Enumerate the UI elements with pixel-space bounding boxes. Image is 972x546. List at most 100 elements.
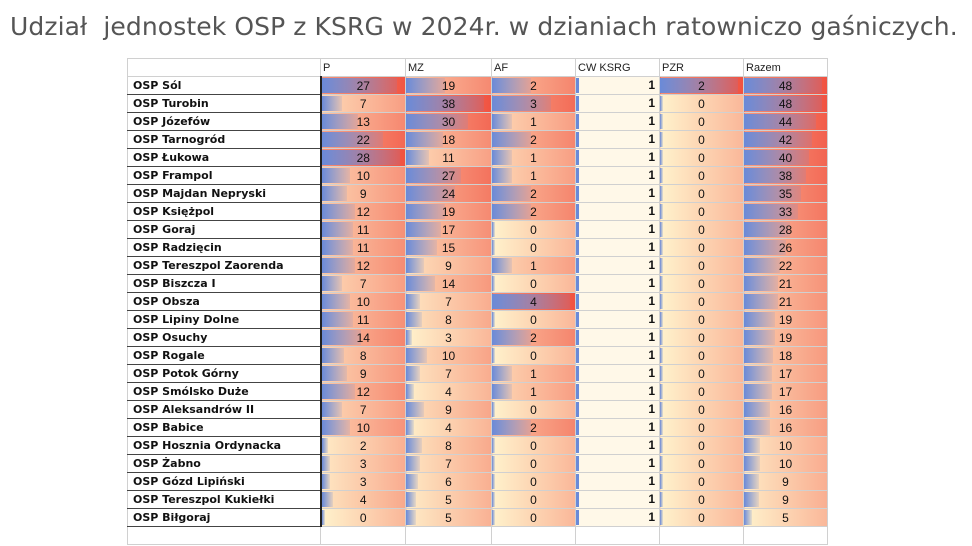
cell-razem: 48 (743, 94, 828, 113)
data-bar (576, 384, 579, 399)
table-row: OSP Gózd Lipiński 3 6 0 1 0 9 (127, 472, 828, 491)
data-bar (321, 438, 328, 453)
cell-value: 21 (778, 294, 793, 309)
cell-pzr: 0 (659, 436, 744, 455)
cell-mz: 3 (405, 328, 492, 347)
data-bar (744, 150, 809, 165)
cell-pzr: 0 (659, 202, 744, 221)
table-row: OSP Aleksandrów II 7 9 0 1 0 16 (127, 400, 828, 419)
data-bar (321, 420, 350, 435)
cell-value: 38 (778, 168, 793, 183)
cell-value: 1 (648, 96, 655, 110)
data-bar (492, 438, 495, 453)
data-bar (406, 240, 437, 255)
cell-af: 3 (491, 94, 576, 113)
cell-razem: 22 (743, 256, 828, 275)
cell-value: 1 (648, 384, 655, 398)
table-row: OSP Radzięcin 11 15 0 1 0 26 (127, 238, 828, 257)
cell-value: 1 (648, 150, 655, 164)
cell-value: 0 (698, 348, 705, 363)
cell-af: 0 (491, 310, 576, 329)
cell-value: 0 (698, 150, 705, 165)
cell-p: 7 (320, 94, 406, 113)
data-bar (492, 222, 495, 237)
cell-value: 1 (530, 114, 537, 129)
cell-value: 30 (441, 114, 456, 129)
data-bar (321, 168, 350, 183)
data-bar (744, 402, 770, 417)
data-bar (492, 150, 512, 165)
data-bar (744, 384, 772, 399)
cell-value: 5 (782, 510, 789, 525)
cell-value: 3 (359, 456, 367, 471)
table-row: OSP Tarnogród 22 18 2 1 0 42 (127, 130, 828, 149)
cell-p: 9 (320, 364, 406, 383)
cell-value: 8 (359, 348, 367, 363)
cell-af: 0 (491, 400, 576, 419)
data-bar (660, 276, 663, 291)
cell-pzr: 0 (659, 220, 744, 239)
cell-af: 1 (491, 256, 576, 275)
row-name-cell: OSP Tarnogród (127, 130, 322, 149)
cell-value: 0 (698, 456, 705, 471)
data-bar (321, 258, 355, 273)
data-bar (744, 240, 786, 255)
data-bar (660, 132, 663, 147)
cell-pzr: 0 (659, 382, 744, 401)
cell-value: 18 (441, 132, 456, 147)
cell-p: 3 (320, 454, 406, 473)
cell-value: 18 (778, 348, 793, 363)
data-bar (660, 330, 663, 345)
cell-value: 0 (530, 402, 537, 417)
cell-cw: 1 (575, 382, 660, 401)
cell-mz: 15 (405, 238, 492, 257)
cell-value: 0 (698, 276, 705, 291)
cell-mz: 19 (405, 76, 492, 95)
blank-cell (127, 526, 321, 545)
cell-value: 0 (530, 492, 537, 507)
cell-pzr: 2 (659, 76, 744, 95)
cell-pzr: 0 (659, 112, 744, 131)
cell-value: 16 (778, 402, 793, 417)
cell-pzr: 0 (659, 184, 744, 203)
cell-pzr: 0 (659, 130, 744, 149)
blank-row (127, 526, 828, 545)
cell-af: 0 (491, 274, 576, 293)
cell-value: 1 (648, 330, 655, 344)
data-bar (576, 276, 579, 291)
table-row: OSP Lipiny Dolne 11 8 0 1 0 19 (127, 310, 828, 329)
cell-af: 0 (491, 238, 576, 257)
cell-mz: 18 (405, 130, 492, 149)
data-bar (744, 276, 778, 291)
cell-value: 10 (441, 348, 456, 363)
cell-p: 2 (320, 436, 406, 455)
cell-p: 22 (320, 130, 406, 149)
cell-value: 44 (778, 114, 793, 129)
cell-p: 14 (320, 328, 406, 347)
cell-value: 0 (359, 510, 367, 525)
data-bar (492, 78, 531, 93)
cell-value: 0 (530, 348, 537, 363)
table-row: OSP Osuchy 14 3 2 1 0 19 (127, 328, 828, 347)
cell-value: 27 (441, 168, 456, 183)
data-bar (660, 438, 663, 453)
cell-value: 14 (356, 330, 370, 345)
header-cell-cw-ksrg: CW KSRG (575, 58, 660, 77)
cell-p: 8 (320, 346, 406, 365)
cell-mz: 11 (405, 148, 492, 167)
data-bar (660, 474, 663, 489)
row-name-cell: OSP Turobin (127, 94, 322, 113)
cell-p: 10 (320, 166, 406, 185)
blank-cell (743, 526, 828, 545)
cell-value: 8 (445, 438, 452, 453)
cell-value: 0 (698, 492, 705, 507)
cell-value: 40 (778, 150, 793, 165)
data-bar (660, 312, 663, 327)
cell-razem: 35 (743, 184, 828, 203)
cell-value: 0 (530, 222, 537, 237)
data-bar (744, 510, 752, 525)
cell-value: 9 (359, 186, 367, 201)
table-row: OSP Biszcza I 7 14 0 1 0 21 (127, 274, 828, 293)
data-bar (492, 186, 531, 201)
data-bar (744, 420, 770, 435)
